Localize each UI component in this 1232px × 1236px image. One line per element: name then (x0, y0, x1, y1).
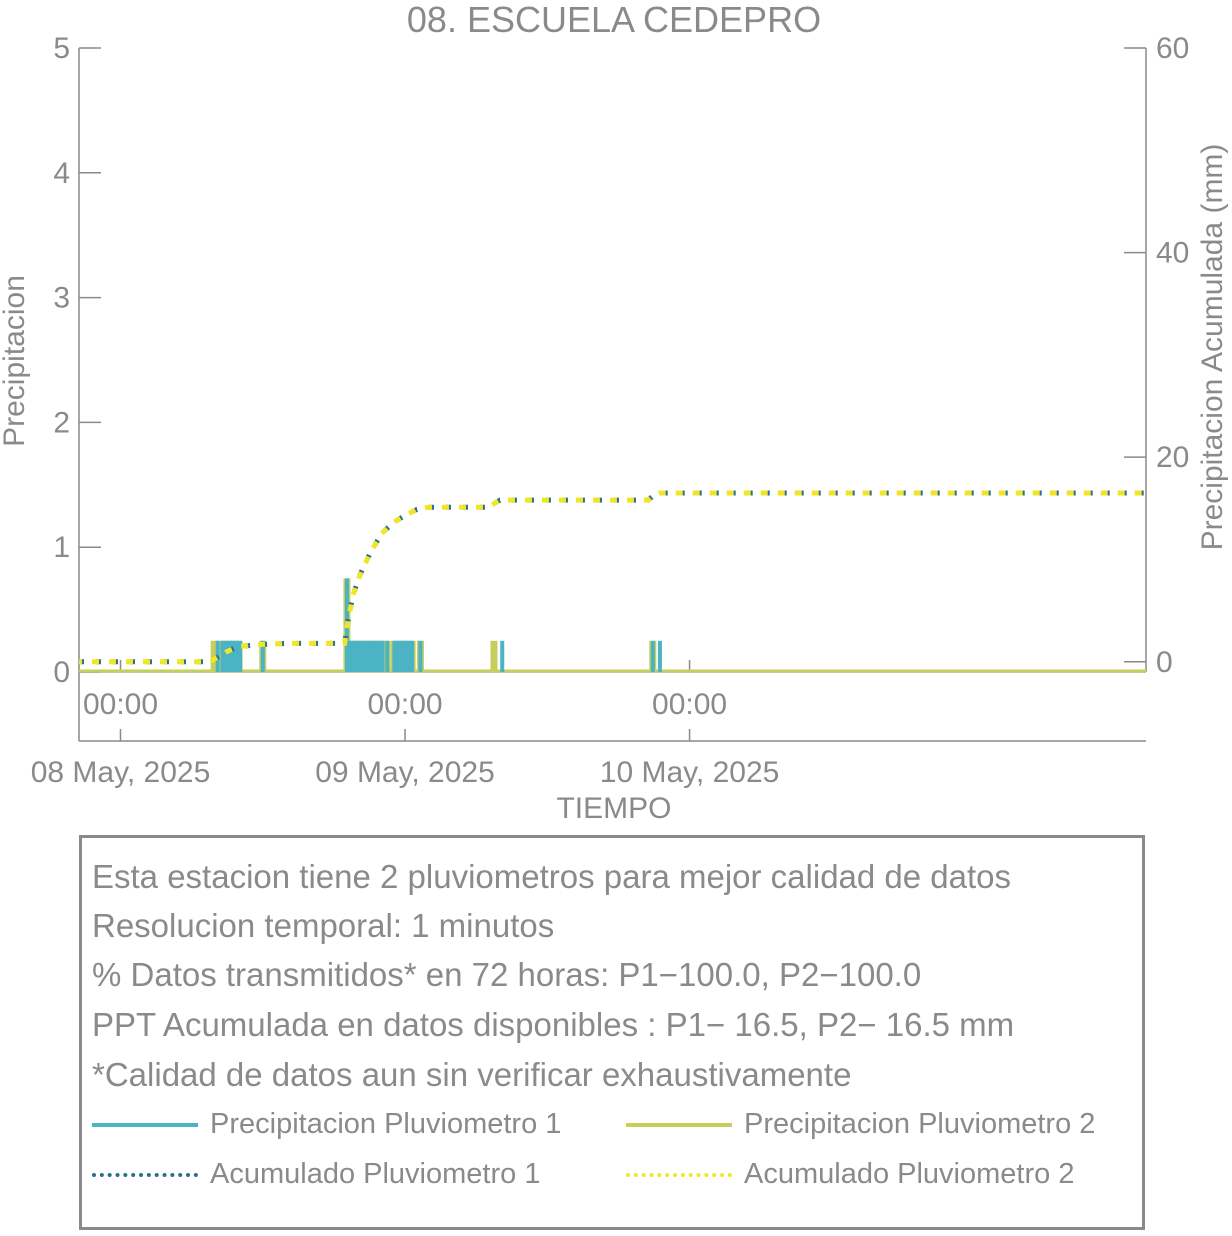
legend-label: Precipitacion Pluviometro 2 (744, 1108, 1096, 1140)
precip-bar (399, 640, 404, 672)
info-line-resolution: Resolucion temporal: 1 minutos (92, 907, 555, 944)
y2-tick-label: 40 (1156, 237, 1189, 270)
precip-bar (220, 640, 225, 672)
y-axis-label: Precipitacion (0, 275, 31, 447)
precip-bar (362, 640, 367, 672)
precip-bar (418, 640, 423, 672)
x-axis-label: TIEMPO (556, 792, 671, 825)
precip-bar (403, 640, 408, 672)
cumulative-line (79, 490, 1146, 665)
axes (78, 47, 1147, 742)
bars-pluviometro-1 (215, 578, 662, 672)
info-line-accumulated: PPT Acumulada en datos disponibles : P1−… (92, 1006, 1015, 1043)
legend-swatch-solid-icon (92, 1122, 198, 1127)
legend-item-acum-p1: Acumulado Pluviometro 1 (92, 1158, 540, 1191)
y-tick-label: 0 (53, 656, 70, 689)
cumulative-line (79, 490, 1146, 665)
x-tick-label-time: 00:00 (83, 688, 158, 721)
x-tick-label-date: 10 May, 2025 (600, 756, 780, 789)
y2-axis-label: Precipitacion Acumulada (mm) (1196, 144, 1229, 551)
legend-swatch-solid-icon (626, 1122, 732, 1127)
legend-item-precip-p2: Precipitacion Pluviometro 2 (626, 1108, 1095, 1141)
cumulative-lines (79, 490, 1146, 665)
y-tick-label: 2 (53, 406, 70, 439)
precip-bar (385, 640, 390, 672)
precip-bar (395, 640, 400, 672)
precip-bar (500, 640, 505, 672)
precip-bar (227, 640, 232, 672)
y-tick-label: 4 (53, 157, 70, 190)
info-box: Esta estacion tiene 2 pluviometros para … (79, 835, 1145, 1230)
y-tick-label: 1 (53, 531, 70, 564)
legend-item-precip-p1: Precipitacion Pluviometro 1 (92, 1108, 561, 1141)
precip-bar (369, 640, 374, 672)
legend-label: Acumulado Pluviometro 1 (210, 1158, 541, 1190)
x-tick-label-time: 00:00 (367, 688, 442, 721)
precip-bar (376, 640, 381, 672)
precip-bar (392, 640, 397, 672)
precipitation-chart: 08. ESCUELA CEDEPRO Precipitacion Precip… (0, 0, 1229, 825)
y2-tick-label: 0 (1156, 646, 1173, 679)
precip-bar (657, 640, 662, 672)
bars-pluviometro-2 (210, 578, 657, 672)
precip-bar (410, 640, 415, 672)
precip-bar (352, 640, 357, 672)
precip-bar (238, 640, 243, 672)
precip-bar (355, 640, 360, 672)
y2-tick-label: 20 (1156, 441, 1189, 474)
legend-swatch-dotted-icon (626, 1172, 732, 1177)
precip-bar (650, 640, 655, 672)
legend-item-acum-p2: Acumulado Pluviometro 2 (626, 1158, 1074, 1191)
precip-bar (406, 640, 411, 672)
precip-bar (210, 640, 218, 672)
precip-bar (231, 640, 236, 672)
x-tick-label-time: 00:00 (652, 688, 727, 721)
info-line-stations: Esta estacion tiene 2 pluviometros para … (92, 858, 1012, 895)
y-tick-label: 5 (53, 32, 70, 65)
precip-bar (373, 640, 378, 672)
tick-labels: 0 1 2 3 4 5 0 20 40 60 00:00 08 May, 2025 00:00 09 Ma… (31, 32, 1190, 789)
chart-title: 08. ESCUELA CEDEPRO (407, 0, 821, 40)
precip-bar (348, 640, 353, 672)
precip-bar (260, 640, 265, 672)
precip-bar (234, 640, 239, 672)
x-tick-label-date: 09 May, 2025 (315, 756, 495, 789)
info-line-transmitted: % Datos transmitidos* en 72 horas: P1−10… (92, 956, 922, 993)
precip-bar (359, 640, 364, 672)
legend-label: Precipitacion Pluviometro 1 (210, 1108, 562, 1140)
y-tick-label: 3 (53, 282, 70, 315)
x-tick-label-date: 08 May, 2025 (31, 756, 211, 789)
legend-swatch-dotted-icon (92, 1172, 198, 1177)
precip-bar (366, 640, 371, 672)
precip-bar (224, 640, 229, 672)
legend-label: Acumulado Pluviometro 2 (744, 1158, 1075, 1190)
precip-bar (490, 640, 498, 672)
precip-bar (380, 640, 385, 672)
y2-tick-label: 60 (1156, 32, 1189, 65)
info-line-quality: *Calidad de datos aun sin verificar exha… (92, 1056, 852, 1093)
